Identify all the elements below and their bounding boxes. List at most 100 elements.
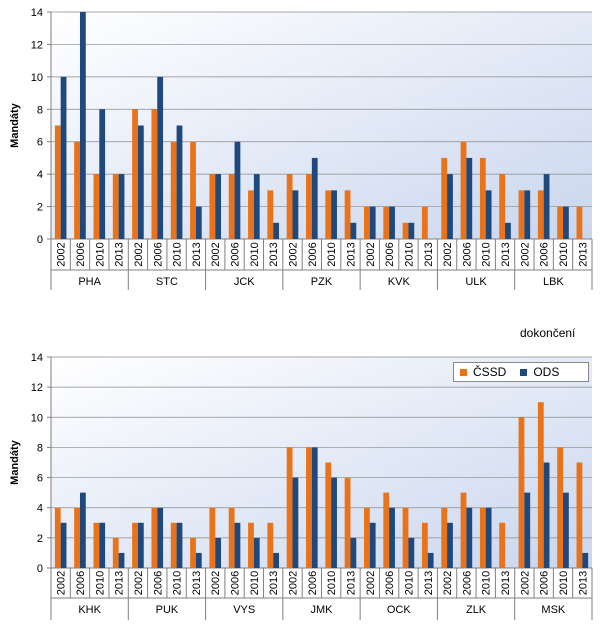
bar-ods-VYS-2010	[253, 537, 260, 568]
y-tick-label: 8	[37, 442, 43, 454]
y-tick-label: 2	[37, 533, 43, 545]
bar-ods-PUK-2010	[176, 522, 183, 568]
x-tick-label-year: 2010	[403, 571, 415, 595]
x-tick-label-year: 2013	[423, 571, 435, 595]
y-tick-label: 2	[37, 202, 43, 214]
x-tick-label-year: 2013	[500, 571, 512, 595]
x-region-label: KHK	[78, 604, 101, 616]
bar-ods-PUK-2013	[195, 552, 202, 568]
x-tick-label-year: 2010	[172, 571, 184, 595]
bar-ods-PHA-2006	[79, 12, 86, 239]
bar-cssd-KHK-2006	[74, 507, 80, 568]
bar-cssd-PUK-2002	[132, 522, 138, 568]
x-tick-label-year: 2006	[307, 571, 319, 595]
bar-ods-MSK-2013	[582, 552, 589, 568]
x-tick-label-year: 2013	[114, 242, 126, 266]
x-tick-label-year: 2010	[94, 242, 106, 266]
bar-cssd-ZLK-2002	[441, 507, 448, 568]
bar-ods-PZK-2013	[350, 222, 357, 239]
bar-cssd-PHA-2002	[54, 125, 61, 239]
y-tick-label: 10	[31, 72, 43, 84]
y-tick-label: 6	[37, 473, 43, 485]
bar-cssd-ZLK-2006	[460, 492, 467, 568]
bar-cssd-PHA-2010	[93, 174, 100, 239]
x-tick-label-year: 2013	[191, 242, 203, 266]
bar-ods-ZLK-2010	[485, 507, 492, 568]
x-region-label: VYS	[233, 604, 255, 616]
bar-ods-ULK-2006	[466, 157, 473, 239]
x-region-label: LBK	[543, 276, 564, 288]
bar-cssd-KVK-2013	[421, 206, 428, 239]
x-tick-label-year: 2013	[268, 242, 280, 266]
legend-label-ods: ODS	[533, 365, 560, 379]
x-tick-label-year: 2002	[133, 571, 145, 595]
bar-cssd-KHK-2013	[112, 537, 119, 568]
bar-cssd-LBK-2002	[518, 190, 525, 239]
x-tick-label-year: 2010	[558, 571, 570, 595]
bar-cssd-JMK-2013	[344, 477, 351, 568]
x-tick-label-year: 2006	[539, 571, 551, 595]
x-tick-label-year: 2010	[94, 571, 106, 595]
bar-cssd-OCK-2002	[364, 507, 370, 568]
bar-cssd-JCK-2013	[267, 190, 274, 239]
bar-ods-STC-2013	[195, 206, 202, 239]
bar-cssd-VYS-2013	[267, 522, 274, 568]
bar-ods-JMK-2013	[350, 537, 357, 568]
bar-ods-JCK-2002	[215, 174, 222, 239]
bar-ods-KVK-2010	[408, 222, 415, 239]
x-tick-label-year: 2013	[423, 242, 435, 266]
bar-ods-KHK-2010	[99, 522, 106, 568]
upper-chart: 0 2 4 6 8 10 12 14 Mandáty 2002 2006 2010 2013 PHA 200…	[9, 7, 593, 290]
x-tick-label-year: 2006	[307, 242, 319, 266]
bar-ods-VYS-2002	[215, 537, 222, 568]
bar-cssd-PUK-2006	[151, 507, 158, 568]
x-tick-label-year: 2010	[249, 242, 261, 266]
x-tick-label-year: 2013	[191, 571, 203, 595]
bar-ods-ULK-2010	[485, 190, 492, 239]
bar-cssd-ULK-2010	[479, 157, 486, 239]
bar-ods-ZLK-2006	[466, 507, 473, 568]
bar-ods-VYS-2013	[273, 552, 279, 568]
x-tick-label-year: 2013	[268, 571, 280, 595]
x-tick-label-year: 2013	[577, 571, 589, 595]
bar-cssd-JCK-2010	[248, 190, 254, 239]
bar-ods-LBK-2010	[563, 206, 569, 239]
legend: ČSSD ODS	[453, 362, 589, 382]
bar-cssd-VYS-2002	[209, 507, 216, 568]
bar-cssd-STC-2002	[132, 109, 138, 240]
bar-cssd-OCK-2010	[402, 507, 409, 568]
x-tick-label-year: 2006	[75, 571, 87, 595]
bar-cssd-PZK-2002	[286, 174, 293, 239]
y-tick-label: 12	[31, 39, 43, 51]
bar-cssd-ULK-2006	[460, 141, 467, 239]
legend-label-cssd: ČSSD	[473, 365, 507, 379]
bar-ods-JCK-2006	[234, 141, 241, 239]
bar-cssd-JMK-2010	[325, 462, 332, 568]
bar-cssd-VYS-2010	[248, 522, 254, 568]
x-tick-label-year: 2006	[75, 242, 87, 266]
x-region-label: MSK	[541, 604, 566, 616]
bar-cssd-MSK-2002	[518, 417, 525, 568]
bar-ods-MSK-2006	[543, 462, 550, 568]
x-region-label: PHA	[78, 276, 101, 288]
bar-cssd-PZK-2010	[325, 190, 332, 239]
bar-ods-VYS-2006	[234, 522, 241, 568]
bar-ods-KVK-2006	[389, 206, 395, 239]
bar-ods-PZK-2010	[331, 190, 337, 239]
x-tick-label-year: 2006	[230, 571, 242, 595]
legend-swatch-ods	[520, 368, 528, 376]
bar-cssd-KVK-2010	[402, 222, 409, 239]
x-tick-label-year: 2010	[403, 242, 415, 266]
bar-cssd-PUK-2010	[170, 522, 177, 568]
y-tick-label: 12	[31, 382, 43, 394]
bar-ods-OCK-2006	[389, 507, 395, 568]
x-region-label: JMK	[311, 604, 334, 616]
x-tick-label-year: 2002	[56, 571, 68, 595]
y-tick-label: 0	[37, 234, 43, 246]
bar-cssd-VYS-2006	[228, 507, 235, 568]
x-tick-label-year: 2010	[481, 242, 493, 266]
x-tick-label-year: 2006	[152, 242, 164, 266]
bar-ods-PUK-2006	[157, 507, 164, 568]
bar-ods-PZK-2002	[292, 190, 299, 239]
